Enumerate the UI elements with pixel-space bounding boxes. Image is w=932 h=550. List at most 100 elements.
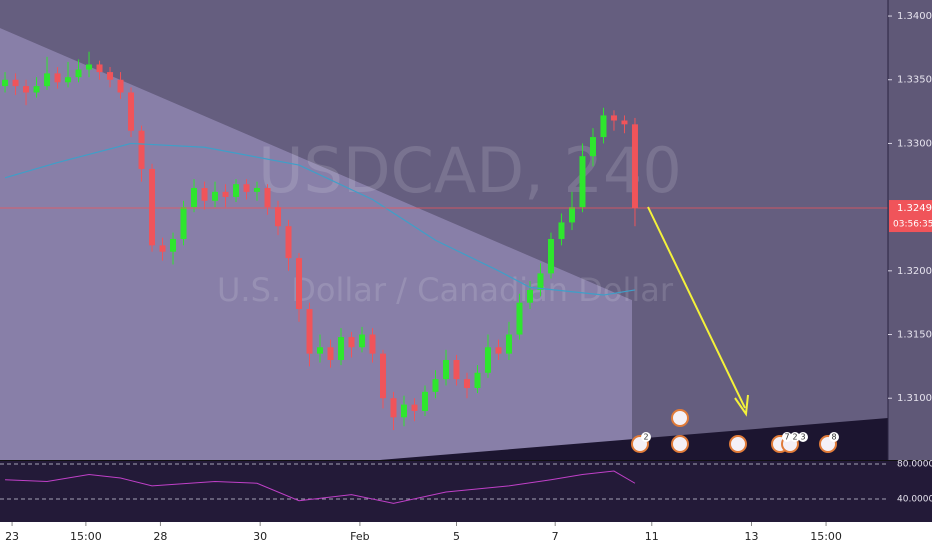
candle-body bbox=[12, 79, 19, 87]
last-price-label: 1.32493 bbox=[897, 203, 932, 214]
candle-body bbox=[600, 115, 607, 138]
countdown-label: 03:56:35 bbox=[893, 220, 932, 230]
x-tick-label: 30 bbox=[253, 530, 267, 543]
candle-body bbox=[23, 86, 30, 93]
candle-body bbox=[33, 86, 40, 93]
candle-body bbox=[264, 188, 271, 208]
candle-body bbox=[96, 64, 103, 73]
arrow-head bbox=[734, 394, 749, 417]
candle-body bbox=[296, 258, 303, 310]
x-tick-label: 15:00 bbox=[70, 530, 102, 543]
pattern-area bbox=[0, 0, 888, 440]
candle-body bbox=[180, 207, 187, 239]
y-tick-label: 1.32000 bbox=[897, 266, 932, 277]
candle-body bbox=[233, 184, 240, 197]
event-icon bbox=[729, 435, 747, 453]
x-tick-label: 11 bbox=[645, 530, 659, 543]
candle-body bbox=[589, 137, 596, 157]
candle-body bbox=[453, 360, 460, 380]
candle-body bbox=[149, 168, 156, 246]
event-badge bbox=[798, 432, 808, 442]
candle-body bbox=[254, 188, 261, 192]
candle-body bbox=[243, 184, 250, 192]
candle-body bbox=[568, 207, 575, 223]
candle-body bbox=[138, 130, 145, 169]
candle-body bbox=[44, 73, 51, 87]
last-price-box bbox=[889, 200, 932, 233]
candle-body bbox=[432, 379, 439, 392]
candle-body bbox=[631, 124, 638, 209]
rsi-tick-label: 80.0000 bbox=[897, 460, 932, 470]
candle-body bbox=[400, 404, 407, 418]
candle-body bbox=[411, 404, 418, 411]
event-count: 2 bbox=[643, 433, 648, 442]
candle-body bbox=[484, 347, 491, 373]
rsi-pane bbox=[0, 461, 888, 522]
candle-body bbox=[212, 191, 219, 201]
candle-body bbox=[159, 245, 166, 252]
x-tick-label: 13 bbox=[745, 530, 759, 543]
candle-body bbox=[463, 379, 470, 389]
candle-body bbox=[390, 398, 397, 418]
candle-body bbox=[505, 334, 512, 354]
candle-body bbox=[348, 337, 355, 348]
candle-body bbox=[222, 191, 229, 197]
candle-body bbox=[621, 120, 628, 125]
candle-body bbox=[75, 69, 82, 78]
candle-body bbox=[128, 92, 135, 131]
rsi-tick-label: 40.0000 bbox=[897, 494, 932, 504]
candle-body bbox=[327, 347, 334, 360]
candle-body bbox=[442, 360, 449, 380]
candle-body bbox=[516, 302, 523, 335]
shaded-triangle bbox=[0, 28, 632, 460]
event-icon bbox=[671, 435, 689, 453]
event-badge bbox=[641, 432, 651, 442]
candle-body bbox=[275, 207, 282, 227]
candle-body bbox=[306, 309, 313, 354]
candle-body bbox=[201, 188, 208, 201]
candle-body bbox=[285, 226, 292, 259]
event-icons: 2 7 2 3 8 bbox=[631, 409, 839, 453]
candle-body bbox=[369, 334, 376, 354]
candle-body bbox=[191, 188, 198, 208]
y-tick-label: 1.31500 bbox=[897, 330, 932, 341]
candle-body bbox=[537, 273, 544, 290]
x-tick-label: 7 bbox=[552, 530, 559, 543]
moving-average bbox=[4, 142, 636, 296]
time-axis bbox=[0, 522, 932, 550]
x-tick-label: 28 bbox=[153, 530, 167, 543]
event-count: 3 bbox=[800, 433, 805, 442]
event-badge bbox=[829, 432, 839, 442]
candle-body bbox=[117, 79, 124, 93]
candle-body bbox=[170, 238, 177, 252]
y-tick-label: 1.31000 bbox=[897, 393, 932, 404]
x-tick-label: 15:00 bbox=[810, 530, 842, 543]
candle-body bbox=[86, 64, 93, 70]
candle-body bbox=[547, 238, 554, 274]
arrow-line bbox=[647, 206, 746, 409]
price-layer bbox=[0, 51, 888, 431]
event-badge bbox=[790, 432, 800, 442]
y-tick-label: 1.33000 bbox=[897, 138, 932, 149]
candle-body bbox=[579, 156, 586, 208]
rsi-layer: 80.0000 40.0000 bbox=[0, 460, 932, 504]
y-tick-label: 1.34000 bbox=[897, 11, 932, 22]
candle-body bbox=[474, 372, 481, 389]
y-tick-label: 1.33500 bbox=[897, 75, 932, 86]
rsi-line bbox=[5, 470, 636, 504]
x-tick-label: 23 bbox=[5, 530, 19, 543]
candle-body bbox=[2, 79, 9, 87]
candle-body bbox=[610, 115, 617, 121]
candle-body bbox=[54, 73, 61, 83]
watermark-name: U.S. Dollar / Canadian Dollar bbox=[217, 271, 674, 309]
candle-body bbox=[338, 337, 345, 360]
event-count: 2 bbox=[792, 433, 797, 442]
candle-body bbox=[359, 334, 366, 348]
candle-body bbox=[495, 347, 502, 354]
candle-body bbox=[317, 347, 324, 354]
event-count: 7 bbox=[784, 433, 789, 442]
candle-body bbox=[65, 77, 72, 83]
rsi-axis bbox=[888, 461, 932, 522]
candle-body bbox=[526, 289, 533, 303]
